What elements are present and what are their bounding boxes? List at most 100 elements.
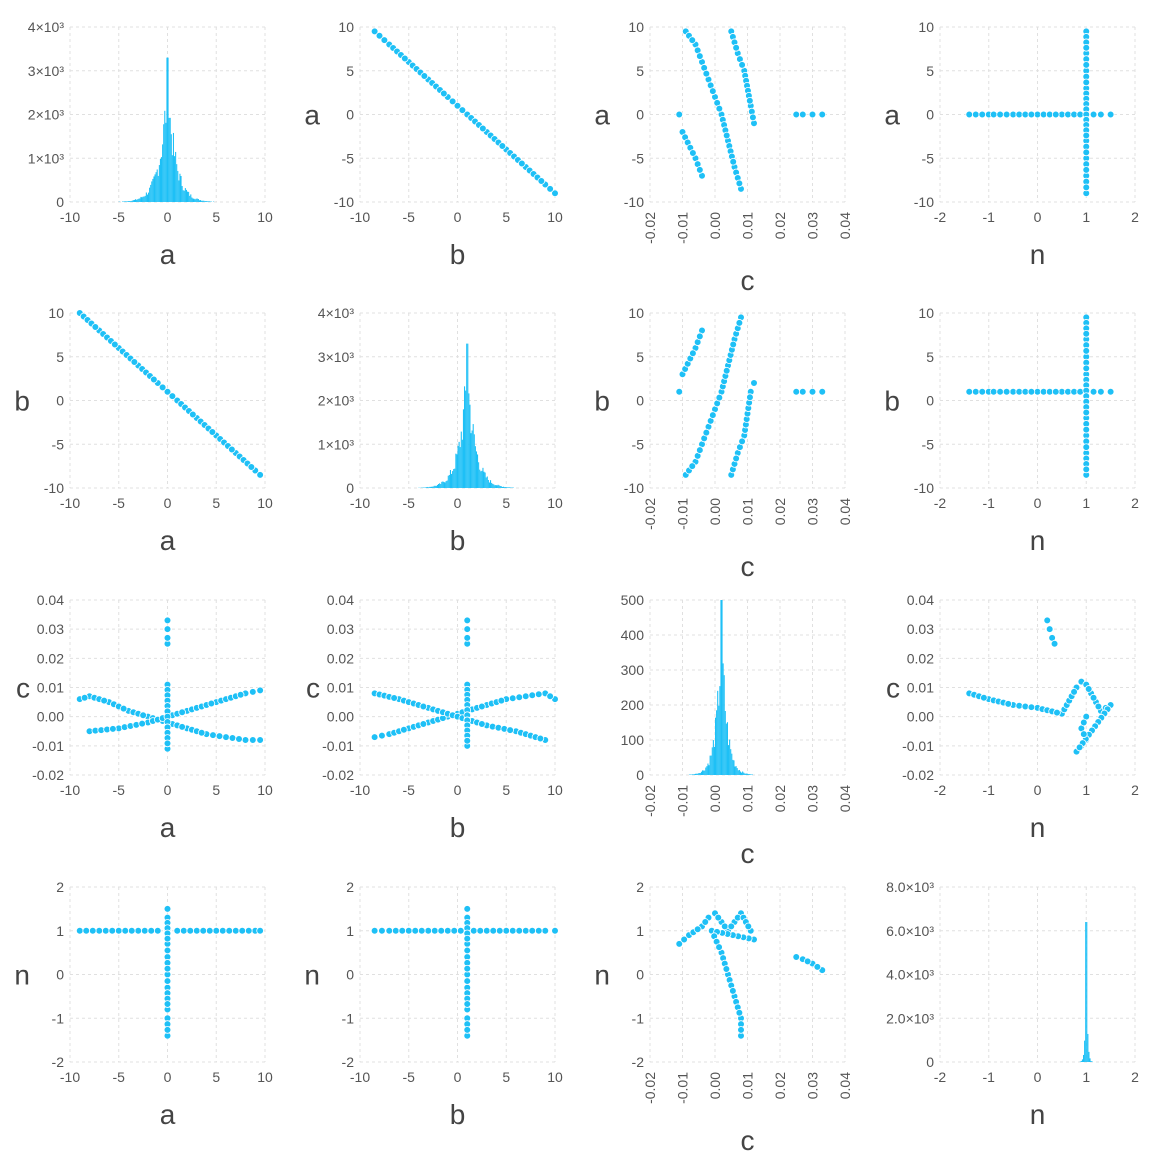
histogram-bar	[427, 486, 429, 488]
y-tick-label: 1×10³	[28, 150, 65, 166]
scatter-point	[749, 113, 757, 122]
scatter-point	[463, 905, 472, 913]
histogram-bar	[175, 151, 177, 202]
histogram-bar	[493, 484, 495, 488]
x-tick-label: -10	[350, 782, 370, 798]
y-tick-label: -5	[922, 436, 935, 452]
histogram-bar	[731, 753, 733, 775]
histogram-bar	[181, 186, 183, 202]
y-tick-label: 500	[621, 592, 645, 608]
scatter-point	[463, 625, 472, 633]
scatter-point	[989, 387, 998, 396]
scatter-point	[163, 964, 172, 973]
scatter-point	[215, 732, 224, 740]
histogram-bar	[505, 487, 507, 488]
x-tick-label: 1	[1082, 209, 1090, 225]
histogram-bar	[498, 485, 500, 488]
x-tick-label: 0.00	[707, 785, 723, 812]
x-axis-label: c	[741, 838, 755, 869]
y-tick-label: 100	[621, 732, 645, 748]
scatter-point	[689, 149, 697, 157]
histogram-bar	[189, 195, 191, 202]
scatter-point	[737, 1026, 745, 1034]
histogram-bar	[144, 195, 146, 202]
histogram-bar	[486, 476, 488, 488]
histogram-bar	[507, 487, 509, 488]
scatter-point	[1097, 110, 1105, 119]
scatter-point	[378, 731, 386, 740]
histogram-bar	[707, 763, 709, 775]
scatter-point	[244, 926, 253, 935]
scatter-point	[209, 731, 217, 739]
x-tick-label: -0.01	[675, 498, 691, 530]
histogram-bar	[718, 705, 720, 775]
histogram-bar	[439, 483, 441, 488]
histogram-bar	[452, 471, 454, 488]
histogram-bar	[751, 774, 753, 775]
histogram-bar	[202, 200, 204, 202]
scatter-point	[818, 110, 827, 119]
x-tick-label: 5	[212, 495, 220, 511]
histogram-bar	[194, 199, 196, 202]
scatter-point	[108, 926, 117, 935]
scatter-point	[715, 943, 723, 951]
scatter-point	[546, 185, 554, 193]
histogram-bar	[442, 481, 444, 488]
histogram-bar	[135, 199, 137, 202]
x-axis-label: n	[1030, 1099, 1046, 1130]
scatter-point	[996, 387, 1004, 396]
scatter-point	[168, 392, 177, 400]
scatter-point	[1089, 693, 1098, 702]
y-tick-label: 5	[926, 63, 934, 79]
scatter-point	[375, 31, 384, 40]
histogram-bar	[446, 480, 448, 488]
histogram-bar	[483, 471, 485, 488]
y-tick-label: -5	[52, 436, 65, 452]
histogram-bar	[174, 156, 176, 202]
histogram-bar	[744, 773, 746, 775]
panel-b-b: -10 -5 0 5 10 0 1×10³ 2×10³ 3×10³ 4×10³ b	[318, 305, 563, 556]
histogram-bar	[454, 468, 456, 488]
x-tick-label: -5	[113, 1069, 126, 1085]
x-tick-label: -0.02	[642, 1072, 658, 1104]
y-tick-label: -10	[334, 194, 354, 210]
scatter-point	[199, 926, 208, 935]
histogram-bar	[148, 192, 150, 202]
scatter-point	[482, 926, 491, 935]
histogram-bar	[171, 155, 173, 202]
histogram-bar	[750, 774, 752, 775]
y-tick-label: 0.00	[327, 709, 354, 725]
panel-n-c: -0.02 -0.01 0.00 0.01 0.02 0.03 0.04 -2 -1 0 1 2 c n	[594, 879, 853, 1152]
x-tick-label: -0.01	[675, 1072, 691, 1104]
y-tick-label: 10	[48, 305, 64, 321]
y-tick-label: -0.02	[32, 767, 64, 783]
y-tick-label: 2	[636, 879, 644, 895]
x-tick-label: -10	[60, 209, 80, 225]
y-tick-label: 2×10³	[318, 393, 355, 409]
scatter-point	[469, 926, 478, 935]
x-tick-label: -10	[350, 1069, 370, 1085]
x-tick-label: -5	[403, 782, 416, 798]
y-tick-label: 2.0×10³	[886, 1010, 934, 1026]
y-tick-label: -0.01	[322, 738, 354, 754]
panel-c-a: -10 -5 0 5 10 -0.02 -0.01 0.00 0.01 0.02 0.03 0.04 a…	[16, 592, 273, 843]
scatter-point	[709, 411, 717, 419]
scatter-point	[688, 36, 697, 44]
histogram-bar	[143, 196, 145, 202]
histogram-bar	[742, 771, 744, 775]
scatter-point	[546, 692, 554, 701]
histogram-bar	[126, 201, 128, 202]
scatter-point	[746, 393, 754, 402]
histogram-bar	[711, 747, 713, 775]
histogram-bar	[473, 434, 475, 488]
x-tick-label: 0	[1034, 495, 1042, 511]
scatter-point	[424, 926, 433, 935]
scatter-point	[256, 471, 264, 479]
y-tick-label: -2	[342, 1054, 355, 1070]
histogram-bar	[206, 201, 208, 202]
scatter-point	[714, 913, 723, 922]
histogram-bar	[200, 200, 202, 202]
y-tick-label: -5	[632, 436, 645, 452]
scatter-point	[463, 736, 472, 745]
